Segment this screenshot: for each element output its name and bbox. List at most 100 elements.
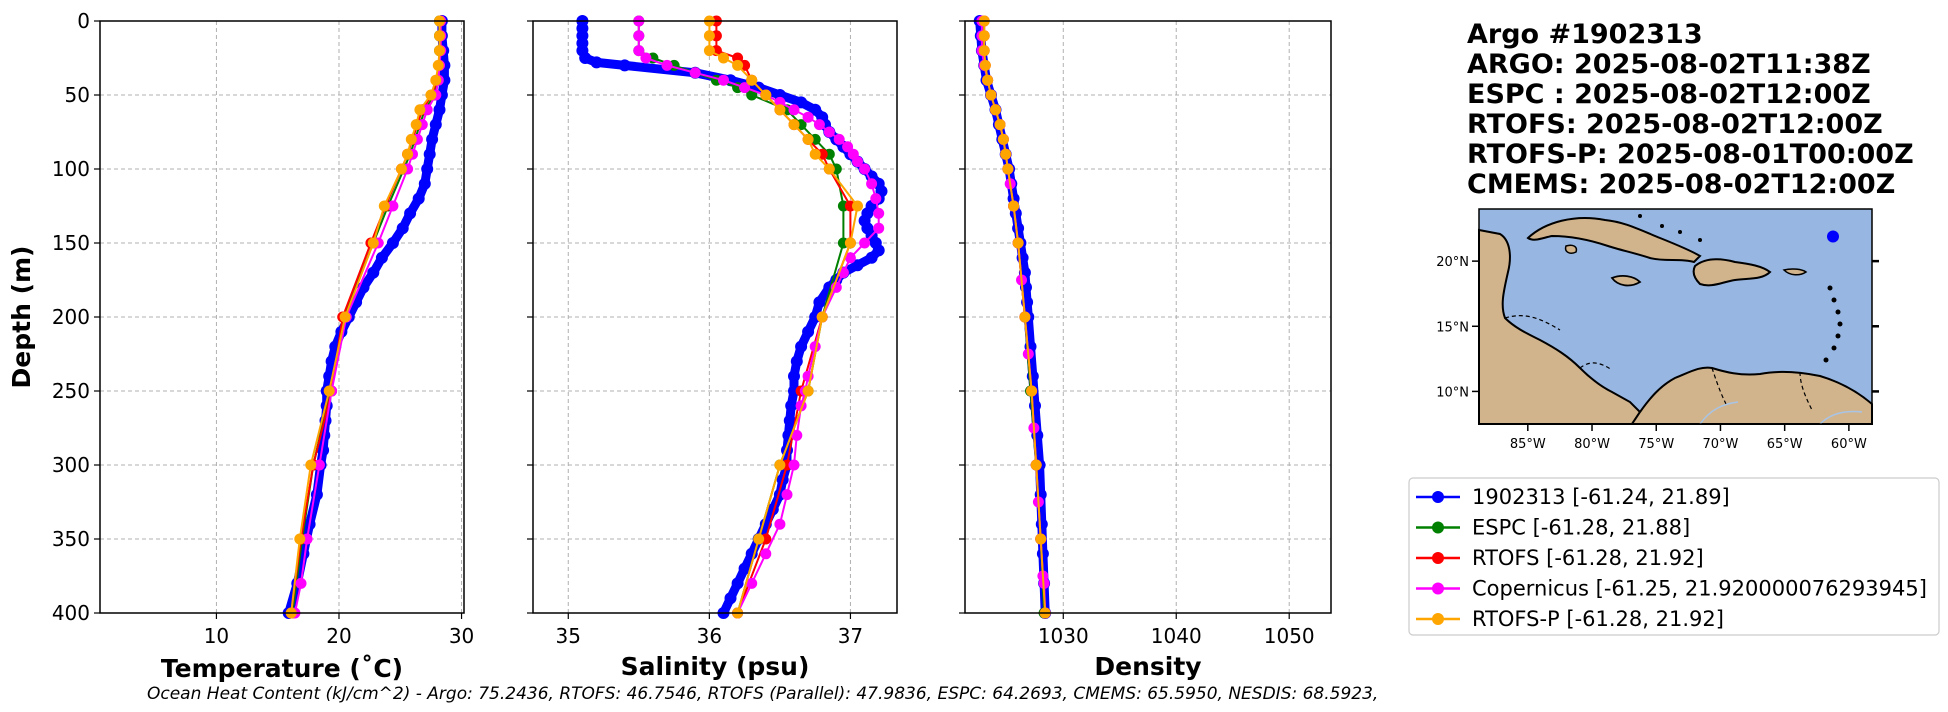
salinity-point-1902313	[731, 577, 744, 590]
salinity-point-rtofs-p	[802, 133, 814, 145]
salinity-point-1902313	[724, 592, 737, 605]
map-lon-label: 65°W	[1767, 437, 1803, 452]
ocean-heat-content-text: Ocean Heat Content (kJ/cm^2) - Argo: 75.…	[147, 684, 1378, 704]
depth-tick-label: 0	[77, 9, 90, 33]
temperature-point-rtofs-p	[378, 200, 390, 212]
title-line-argo-id: Argo #1902313	[1467, 19, 1703, 50]
salinity-point-copernicus	[859, 237, 871, 249]
temperature-point-1902313	[310, 488, 323, 501]
salinity-point-rtofs-p	[774, 459, 786, 471]
depth-tick-label: 100	[52, 157, 90, 181]
density-point-rtofs-p	[985, 89, 997, 101]
argo-float-marker	[1827, 230, 1839, 243]
salinity-point-copernicus	[873, 222, 885, 234]
salinity-point-rtofs-p	[760, 89, 772, 101]
density-point-rtofs-p	[1002, 163, 1014, 175]
salinity-point-1902313	[813, 296, 826, 309]
salinity-point-espc	[746, 89, 758, 101]
temperature-xlabel: Temperature (˚C)	[161, 654, 403, 683]
map-lat-label: 20°N	[1436, 255, 1469, 270]
density-point-rtofs-p	[1035, 533, 1047, 545]
temperature-point-rtofs-p	[294, 533, 306, 545]
map-lon-label: 85°W	[1510, 437, 1546, 452]
map-land	[1478, 214, 1873, 425]
density-xtick-label: 1050	[1264, 624, 1315, 648]
temperature-point-rtofs-p	[434, 30, 445, 42]
salinity-point-rtofs-p	[703, 30, 715, 42]
legend-label: 1902313 [-61.24, 21.89]	[1472, 485, 1730, 509]
temperature-point-1902313	[412, 192, 425, 205]
title-line-espc-time: ESPC : 2025-08-02T12:00Z	[1467, 79, 1871, 110]
depth-tick-label: 250	[52, 379, 90, 403]
legend-label: RTOFS-P [-61.28, 21.92]	[1472, 607, 1724, 631]
temperature-point-rtofs-p	[305, 459, 317, 471]
density-point-1902313	[1035, 518, 1048, 531]
title-block: Argo #1902313 ARGO: 2025-08-02T11:38Z ES…	[1467, 19, 1914, 200]
salinity-point-copernicus	[813, 119, 825, 131]
salinity-point-1902313	[795, 96, 808, 109]
density-point-1902313	[1036, 547, 1049, 560]
density-point-rtofs-p	[997, 133, 1009, 145]
salinity-point-rtofs-p	[703, 45, 715, 57]
salinity-point-rtofs-p	[816, 311, 828, 323]
salinity-point-copernicus	[873, 207, 885, 219]
temperature-point-rtofs-p	[396, 163, 407, 175]
salinity-point-copernicus	[791, 429, 803, 441]
depth-ylabel: Depth (m)	[7, 246, 36, 389]
salinity-point-rtofs-p	[802, 385, 814, 397]
temperature-point-1902313	[404, 207, 417, 220]
salinity-point-copernicus	[633, 30, 645, 42]
salinity-point-1902313	[590, 56, 603, 69]
density-point-rtofs-p	[982, 74, 994, 86]
density-point-rtofs-p	[978, 45, 990, 57]
salinity-point-rtofs-p	[718, 52, 729, 64]
salinity-point-rtofs-p	[844, 237, 856, 249]
temperature-point-rtofs-p	[410, 119, 422, 131]
salinity-point-copernicus	[746, 577, 758, 589]
salinity-point-rtofs-p	[746, 74, 758, 86]
temperature-point-1902313	[429, 118, 442, 131]
salinity-point-1902313	[802, 325, 815, 338]
temperature-point-rtofs-p	[414, 104, 426, 116]
temperature-point-rtofs-p	[405, 133, 417, 145]
map-lat-label: 15°N	[1436, 320, 1469, 335]
salinity-point-copernicus	[788, 459, 800, 471]
temperature-point-rtofs-p	[367, 237, 379, 249]
map-lon-label: 80°W	[1574, 437, 1610, 452]
legend-marker	[1432, 491, 1444, 503]
title-line-argo-time: ARGO: 2025-08-02T11:38Z	[1467, 49, 1871, 80]
depth-tick-label: 200	[52, 305, 90, 329]
temperature-point-copernicus	[313, 459, 325, 471]
depth-tick-label: 400	[52, 601, 90, 625]
salinity-point-copernicus	[739, 82, 751, 94]
temperature-point-rtofs-p	[402, 148, 414, 160]
salinity-point-1902313	[851, 259, 864, 272]
temperature-point-1902313	[426, 133, 439, 146]
salinity-point-rtofs-p	[753, 533, 765, 545]
salinity-point-1902313	[872, 244, 885, 257]
temperature-point-rtofs-p	[432, 59, 444, 71]
temperature-point-rtofs-p	[425, 89, 437, 101]
salinity-point-1902313	[795, 340, 808, 353]
density-point-rtofs-p	[994, 119, 1006, 131]
density-point-1902313	[1012, 222, 1025, 235]
salinity-point-rtofs-p	[823, 163, 835, 175]
salinity-xtick-label: 37	[838, 624, 863, 648]
legend-marker	[1432, 613, 1444, 625]
salinity-point-copernicus	[870, 193, 882, 205]
salinity-point-1902313	[618, 59, 631, 72]
density-point-rtofs-p	[1008, 200, 1020, 212]
salinity-xtick-label: 35	[556, 624, 581, 648]
temperature-point-rtofs-p	[339, 311, 351, 323]
temperature-point-copernicus	[387, 200, 399, 212]
temperature-point-1902313	[396, 222, 409, 235]
salinity-point-1902313	[738, 562, 751, 575]
density-point-rtofs-p	[990, 104, 1001, 116]
map-lon-label: 60°W	[1831, 437, 1867, 452]
map-lat-label: 10°N	[1436, 385, 1469, 400]
temperature-point-1902313	[423, 148, 436, 161]
temperature-point-1902313	[375, 251, 388, 264]
salinity-point-copernicus	[774, 518, 786, 530]
density-point-rtofs-p	[1019, 311, 1031, 323]
